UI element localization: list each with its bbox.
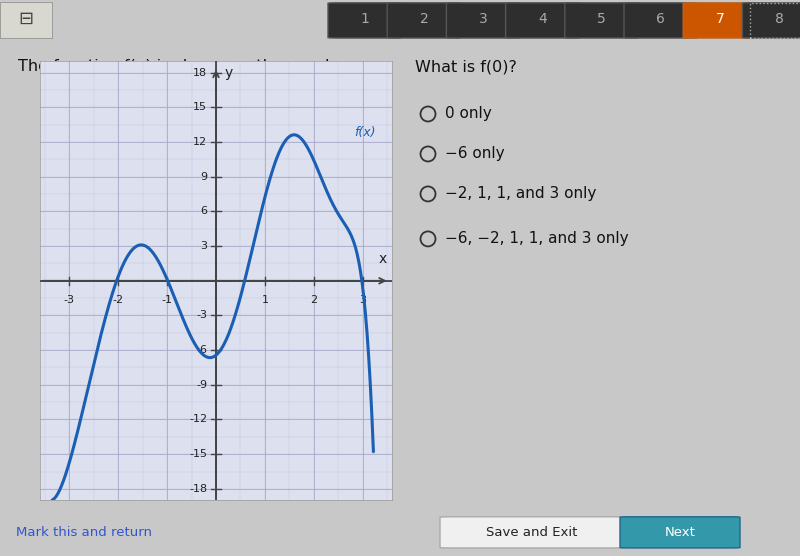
FancyBboxPatch shape [620,517,740,548]
Text: Mark this and return: Mark this and return [16,526,152,539]
Text: What is f(0)?: What is f(0)? [415,59,517,74]
Text: 3: 3 [359,295,366,305]
Text: Next: Next [665,526,695,539]
Text: -9: -9 [196,380,207,390]
Text: The function f(x) is shown on the graph.: The function f(x) is shown on the graph. [18,59,340,74]
Text: 3: 3 [479,12,487,26]
Text: -12: -12 [189,414,207,424]
Text: ⊟: ⊟ [18,10,33,28]
Text: y: y [225,66,233,80]
FancyBboxPatch shape [565,3,638,38]
Text: 8: 8 [774,12,784,26]
Text: 1: 1 [262,295,268,305]
FancyBboxPatch shape [328,3,402,38]
Text: 2: 2 [420,12,428,26]
Text: -15: -15 [189,449,207,459]
FancyBboxPatch shape [506,3,579,38]
Text: -6: -6 [196,345,207,355]
Text: 2: 2 [310,295,318,305]
Text: 4: 4 [538,12,546,26]
Text: 5: 5 [598,12,606,26]
Text: −6 only: −6 only [445,146,505,161]
Text: 0 only: 0 only [445,107,492,121]
FancyBboxPatch shape [440,517,624,548]
Text: −6, −2, 1, 1, and 3 only: −6, −2, 1, 1, and 3 only [445,231,629,246]
Text: 12: 12 [193,137,207,147]
FancyBboxPatch shape [624,3,698,38]
Text: -3: -3 [64,295,75,305]
Text: -2: -2 [113,295,124,305]
Text: 3: 3 [200,241,207,251]
Text: 6: 6 [200,206,207,216]
Text: -3: -3 [196,310,207,320]
Text: 15: 15 [194,102,207,112]
Text: -1: -1 [162,295,173,305]
Text: 9: 9 [200,172,207,182]
FancyBboxPatch shape [683,3,757,38]
Text: f(x): f(x) [354,126,375,140]
Text: −2, 1, 1, and 3 only: −2, 1, 1, and 3 only [445,186,596,201]
Text: x: x [379,252,387,266]
Text: Save and Exit: Save and Exit [486,526,578,539]
FancyBboxPatch shape [446,3,520,38]
Text: -18: -18 [189,484,207,494]
FancyBboxPatch shape [387,3,461,38]
Bar [0,2,52,38]
Text: 1: 1 [360,12,370,26]
Text: 6: 6 [656,12,666,26]
Text: 18: 18 [193,68,207,78]
Text: 7: 7 [716,12,724,26]
FancyBboxPatch shape [742,3,800,38]
